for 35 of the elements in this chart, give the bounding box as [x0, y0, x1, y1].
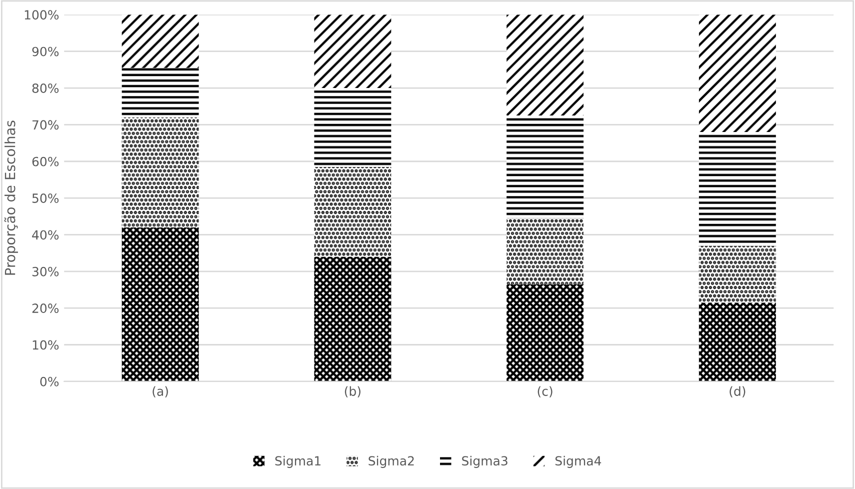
y-tick-label: 40% — [32, 230, 59, 240]
x-tick-label: (d) — [730, 386, 746, 398]
y-tick-label: 60% — [32, 156, 59, 166]
y-tick-label: 50% — [32, 194, 59, 203]
y-tick-label: 100% — [24, 10, 59, 20]
y-tick-label: 80% — [32, 83, 59, 93]
bar — [314, 14, 392, 88]
bar — [122, 117, 199, 228]
bar — [698, 302, 776, 382]
x-tick-label: (c) — [538, 386, 552, 398]
x-tick-label: (b) — [344, 386, 360, 398]
y-tick-label: 20% — [32, 304, 59, 313]
bar — [698, 14, 776, 132]
y-tick-label: 90% — [32, 46, 59, 56]
bar — [506, 284, 584, 382]
bar — [314, 256, 392, 382]
legend-label: Sigma1 — [275, 456, 320, 468]
y-tick-label: 30% — [32, 266, 59, 276]
x-tick-label: (a) — [152, 386, 168, 398]
legend-label: Sigma4 — [555, 456, 602, 468]
bar — [506, 116, 584, 218]
bar — [314, 166, 392, 257]
legend-label: Sigma2 — [368, 456, 414, 468]
y-axis-title: Proporção de Escolhas — [4, 120, 18, 275]
y-tick-label: 0% — [40, 376, 59, 386]
legend-label: Sigma3 — [462, 456, 508, 468]
bar — [122, 227, 199, 382]
y-tick-label: 70% — [32, 120, 59, 130]
y-tick-label: 10% — [32, 340, 59, 350]
bar — [314, 88, 392, 167]
bar — [506, 218, 584, 284]
bar — [698, 246, 776, 303]
bar — [122, 68, 199, 118]
bar — [122, 14, 199, 68]
bar — [506, 14, 584, 116]
